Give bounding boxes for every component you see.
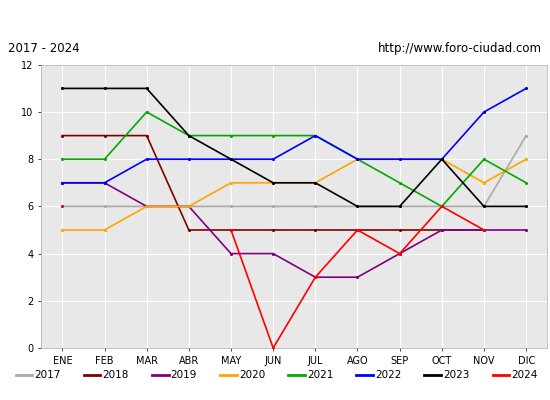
Text: 2017 - 2024: 2017 - 2024 [8, 42, 80, 55]
Text: 2023: 2023 [443, 370, 469, 380]
Text: 2020: 2020 [239, 370, 265, 380]
Text: 2021: 2021 [307, 370, 333, 380]
Text: http://www.foro-ciudad.com: http://www.foro-ciudad.com [378, 42, 542, 55]
Text: 2022: 2022 [375, 370, 402, 380]
Text: Evolucion del paro registrado en Boadilla de Rioseco: Evolucion del paro registrado en Boadill… [69, 10, 481, 24]
Text: 2024: 2024 [511, 370, 537, 380]
Text: 2018: 2018 [103, 370, 129, 380]
Text: 2017: 2017 [35, 370, 61, 380]
Text: 2019: 2019 [170, 370, 197, 380]
